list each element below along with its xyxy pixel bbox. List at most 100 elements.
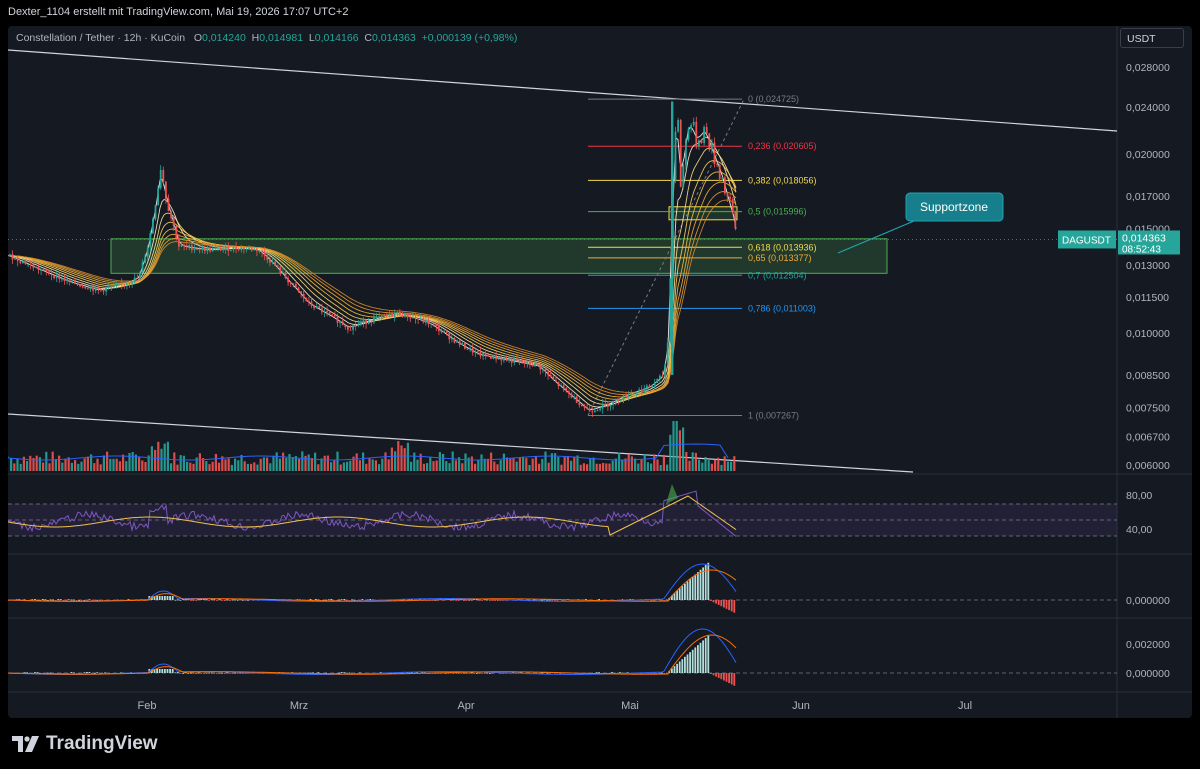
candle-body <box>250 247 253 251</box>
volume-bar <box>563 456 566 471</box>
candle-body <box>245 248 248 250</box>
symbol-name[interactable]: Constellation / Tether · 12h · KuCoin <box>16 32 186 44</box>
candle-body <box>380 314 383 317</box>
chart-canvas[interactable]: 0 (0,024725) 0,236 (0,020605) 0,382 (0,018… <box>8 26 1192 718</box>
volume-bar <box>477 459 480 471</box>
volume-bar <box>115 458 118 471</box>
macd-histogram-bar <box>327 599 330 601</box>
candle-body <box>120 283 123 285</box>
macd-histogram-bar <box>99 600 101 601</box>
macd-histogram-bar <box>252 600 255 601</box>
macd-histogram-bar <box>538 673 541 674</box>
volume-bar <box>48 463 51 471</box>
macd-histogram-bar <box>681 586 684 600</box>
candle-body <box>412 317 414 319</box>
volume-bar <box>512 458 515 471</box>
macd-histogram-bar <box>712 673 715 676</box>
candlesticks <box>9 101 737 417</box>
volume-bar <box>317 464 320 471</box>
price-tick-label: 0,008500 <box>1126 370 1170 382</box>
candle-body <box>152 218 154 234</box>
volume-bar <box>374 460 377 471</box>
candle-body <box>201 247 204 250</box>
macd2-tick-label: 0,002000 <box>1126 639 1170 651</box>
time-axis[interactable]: Feb Mrz Apr Mai Jun Jul <box>138 700 973 712</box>
fib-retracement[interactable]: 0 (0,024725) 0,236 (0,020605) 0,382 (0,018… <box>587 94 817 421</box>
macd-histogram-bar <box>541 599 543 601</box>
callout-box <box>905 192 1004 222</box>
volume-bar <box>90 454 93 471</box>
macd-histogram-bar <box>491 673 494 674</box>
macd-histogram-bar <box>652 600 655 601</box>
macd-histogram-bar <box>317 672 320 674</box>
volume-bar <box>490 452 493 471</box>
candle-body <box>435 324 438 327</box>
macd-histogram-bar <box>65 600 67 601</box>
volume-bar <box>579 464 582 471</box>
macd-histogram-bar <box>421 672 424 673</box>
candle-body <box>136 277 139 279</box>
macd-histogram-bar <box>691 576 694 600</box>
macd-histogram-bar <box>416 672 418 674</box>
volume-bar <box>550 453 553 471</box>
macd-histogram-bar <box>322 599 325 601</box>
candle-body <box>422 318 425 323</box>
volume-bar <box>605 463 608 471</box>
candle-body <box>607 403 609 407</box>
volume-bar <box>355 453 358 471</box>
macd-histogram-bar <box>447 673 450 674</box>
candle-body <box>388 313 391 316</box>
macd-pane-1[interactable]: 0,000000 <box>8 562 1170 613</box>
macd-histogram-bar <box>356 600 359 601</box>
macd-pane-2[interactable]: 0,002000 0,000000 <box>8 628 1170 686</box>
macd-histogram-bar <box>660 600 663 601</box>
macd-histogram-bar <box>343 599 346 600</box>
candle-body <box>721 177 724 179</box>
macd-histogram-bar <box>621 672 624 674</box>
volume-bar <box>570 460 573 471</box>
support-zone-box[interactable] <box>110 238 888 274</box>
macd-histogram-bar <box>561 599 564 601</box>
candle-body <box>172 218 175 227</box>
volume-bar <box>310 457 313 471</box>
macd-histogram-bar <box>546 672 548 674</box>
local-zone-box[interactable] <box>668 206 738 221</box>
candle-body <box>508 359 510 361</box>
candle-body <box>315 306 318 309</box>
volume-bar <box>595 463 598 471</box>
candle-body <box>679 120 682 187</box>
upper-trendline[interactable] <box>8 49 1118 132</box>
candle-body <box>344 325 347 327</box>
candle-body <box>214 247 217 249</box>
macd-histogram-bar <box>197 599 200 600</box>
macd-histogram-bar <box>247 599 249 601</box>
candle-body <box>115 284 118 286</box>
lower-trendline[interactable] <box>8 413 914 473</box>
candle-body <box>63 278 66 281</box>
supportzone-callout[interactable]: Supportzone <box>837 192 1004 254</box>
chart-frame[interactable]: 0 (0,024725) 0,236 (0,020605) 0,382 (0,018… <box>8 26 1192 718</box>
fib-level-label: 0,618 (0,013936) <box>748 242 817 252</box>
macd-histogram-bar <box>73 672 75 674</box>
macd-histogram-bar <box>455 600 457 601</box>
macd-histogram-bar <box>223 600 226 601</box>
price-axis[interactable]: 0,0280000,0240000,0200000,0170000,015000… <box>1058 62 1180 472</box>
candle-body <box>204 247 206 252</box>
candle-body <box>477 351 479 353</box>
macd-histogram-bar <box>187 599 190 601</box>
candle-body <box>560 385 562 387</box>
rsi-pane[interactable]: 80,00 40,00 <box>8 484 1152 537</box>
macd-histogram-bar <box>192 673 195 674</box>
macd-histogram-bar <box>75 673 78 674</box>
macd-histogram-bar <box>621 599 624 601</box>
price-tick-label: 0,007500 <box>1126 402 1170 414</box>
currency-button[interactable]: USDT <box>1120 28 1184 48</box>
macd-histogram-bar <box>127 599 130 600</box>
candle-body <box>656 378 659 383</box>
candle-body <box>539 365 542 370</box>
candle-body <box>269 259 271 263</box>
macd-histogram-bar <box>585 599 587 600</box>
time-axis-label: Feb <box>138 700 157 712</box>
volume-bar <box>346 461 349 471</box>
macd-histogram-bar <box>340 599 343 601</box>
